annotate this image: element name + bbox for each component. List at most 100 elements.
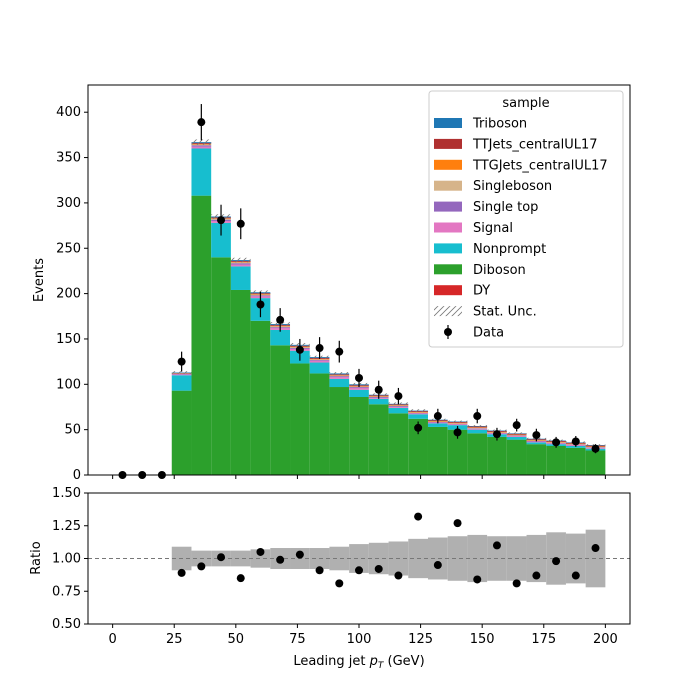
legend-swatch <box>434 138 462 149</box>
ratio-point <box>236 574 245 583</box>
data-point <box>374 385 383 394</box>
ratio-point <box>335 579 344 588</box>
data-points <box>118 104 600 479</box>
legend-marker <box>444 328 452 336</box>
ratio-point <box>374 564 383 573</box>
data-point <box>433 412 442 421</box>
x-tick-label: 50 <box>228 632 245 647</box>
ratio-point <box>197 562 206 571</box>
x-tick-label: 100 <box>347 632 372 647</box>
bar-diboson <box>585 450 606 475</box>
main-panel: 0 50 100 150 200 250 300 350 400 Events <box>32 84 631 483</box>
data-point <box>394 392 403 401</box>
ratio-point <box>591 544 600 553</box>
stat-unc-bin <box>171 371 192 374</box>
bar-diboson <box>408 418 428 475</box>
ratio-point <box>355 566 363 575</box>
bar-signal <box>191 146 212 149</box>
legend-swatch <box>434 306 462 317</box>
ratio-unc-bin <box>329 546 350 571</box>
data-point <box>512 421 521 430</box>
y-tick-label: 150 <box>56 332 81 347</box>
bar-single-top <box>309 359 330 361</box>
data-point <box>414 423 423 432</box>
bar-signal <box>526 441 547 443</box>
legend-label: Single top <box>473 200 538 215</box>
stat-unc-bin <box>191 139 212 145</box>
bar-signal <box>388 406 409 408</box>
bar-nonprompt <box>388 407 409 414</box>
ratio-point <box>552 557 561 566</box>
x-tick-label: 125 <box>408 632 433 647</box>
ratio-points <box>177 512 600 588</box>
ratio-panel: 0 25 50 75 100 125 150 175 200 0.50 0.75 1.00 1.25 1… <box>29 486 631 671</box>
legend-label: Diboson <box>473 263 526 278</box>
bar-nonprompt <box>191 148 212 196</box>
ratio-unc-bin <box>447 536 468 581</box>
x-axis-label: Leading jet pT (GeV) <box>293 654 424 671</box>
bar-diboson <box>329 387 350 475</box>
stat-unc-bin <box>408 409 428 412</box>
ratio-unc-bin <box>349 544 369 573</box>
bar-signal <box>506 436 527 437</box>
legend-label: Nonprompt <box>473 242 546 257</box>
bar-ttgjets-centralul17 <box>309 358 330 360</box>
legend-label: Data <box>473 326 504 341</box>
bar-ttgjets-centralul17 <box>467 427 488 428</box>
bar-singleboson <box>506 435 527 436</box>
data-point <box>453 428 462 437</box>
data-point <box>571 437 580 446</box>
bar-nonprompt <box>349 389 369 397</box>
bar-diboson <box>171 390 192 475</box>
data-point <box>335 347 344 356</box>
ratio-point <box>177 568 186 577</box>
y-tick-label: 0.75 <box>52 584 81 599</box>
legend: sample Triboson TTJets_centralUL17 TTGJets… <box>428 90 624 348</box>
bar-nonprompt <box>467 429 488 434</box>
ratio-unc-bin <box>250 549 271 568</box>
bar-diboson <box>526 444 547 475</box>
bar-diboson <box>309 373 330 475</box>
y-tick-label: 200 <box>56 287 81 302</box>
ratio-point <box>315 566 324 575</box>
bar-ttgjets-centralul17 <box>447 422 468 424</box>
y-tick-label: 1.50 <box>52 486 81 501</box>
bar-single-top <box>171 373 192 375</box>
bar-ttgjets-centralul17 <box>388 405 409 406</box>
bar-single-top <box>329 376 350 378</box>
bar-single-top <box>230 263 251 265</box>
ratio-point <box>453 519 462 528</box>
bar-ttgjets-centralul17 <box>506 434 527 436</box>
legend-label: TTJets_centralUL17 <box>472 137 598 152</box>
y-tick-label: 1.00 <box>52 552 81 567</box>
bar-diboson <box>427 426 448 475</box>
ratio-unc-bin <box>230 550 251 567</box>
ratio-unc-bin <box>467 534 488 583</box>
x-tick-label: 25 <box>166 632 183 647</box>
legend-label: Stat. Unc. <box>473 305 537 320</box>
bar-nonprompt <box>368 398 389 405</box>
bar-nonprompt <box>427 423 448 427</box>
legend-label: Signal <box>473 221 513 236</box>
bar-singleboson <box>388 405 409 407</box>
y-tick-label: 1.25 <box>52 519 81 534</box>
bar-singleboson <box>230 262 251 264</box>
bar-signal <box>329 377 350 379</box>
ratio-point <box>473 575 482 584</box>
bar-nonprompt <box>230 266 251 290</box>
x-tick-label: 0 <box>108 632 116 647</box>
legend-label: Triboson <box>472 117 527 132</box>
data-point <box>256 300 265 309</box>
ratio-y-axis-label: Ratio <box>29 541 44 574</box>
legend-label: DY <box>473 284 490 299</box>
stat-unc-bin <box>447 420 468 423</box>
ratio-point <box>414 512 423 521</box>
bar-signal <box>408 413 428 415</box>
ratio-unc-bin <box>427 537 448 580</box>
y-tick-label: 0.50 <box>52 617 81 632</box>
legend-swatch <box>434 180 462 191</box>
data-point <box>492 430 501 439</box>
bar-nonprompt <box>506 436 527 440</box>
y-tick-label: 300 <box>56 196 81 211</box>
ratio-point <box>571 571 580 580</box>
